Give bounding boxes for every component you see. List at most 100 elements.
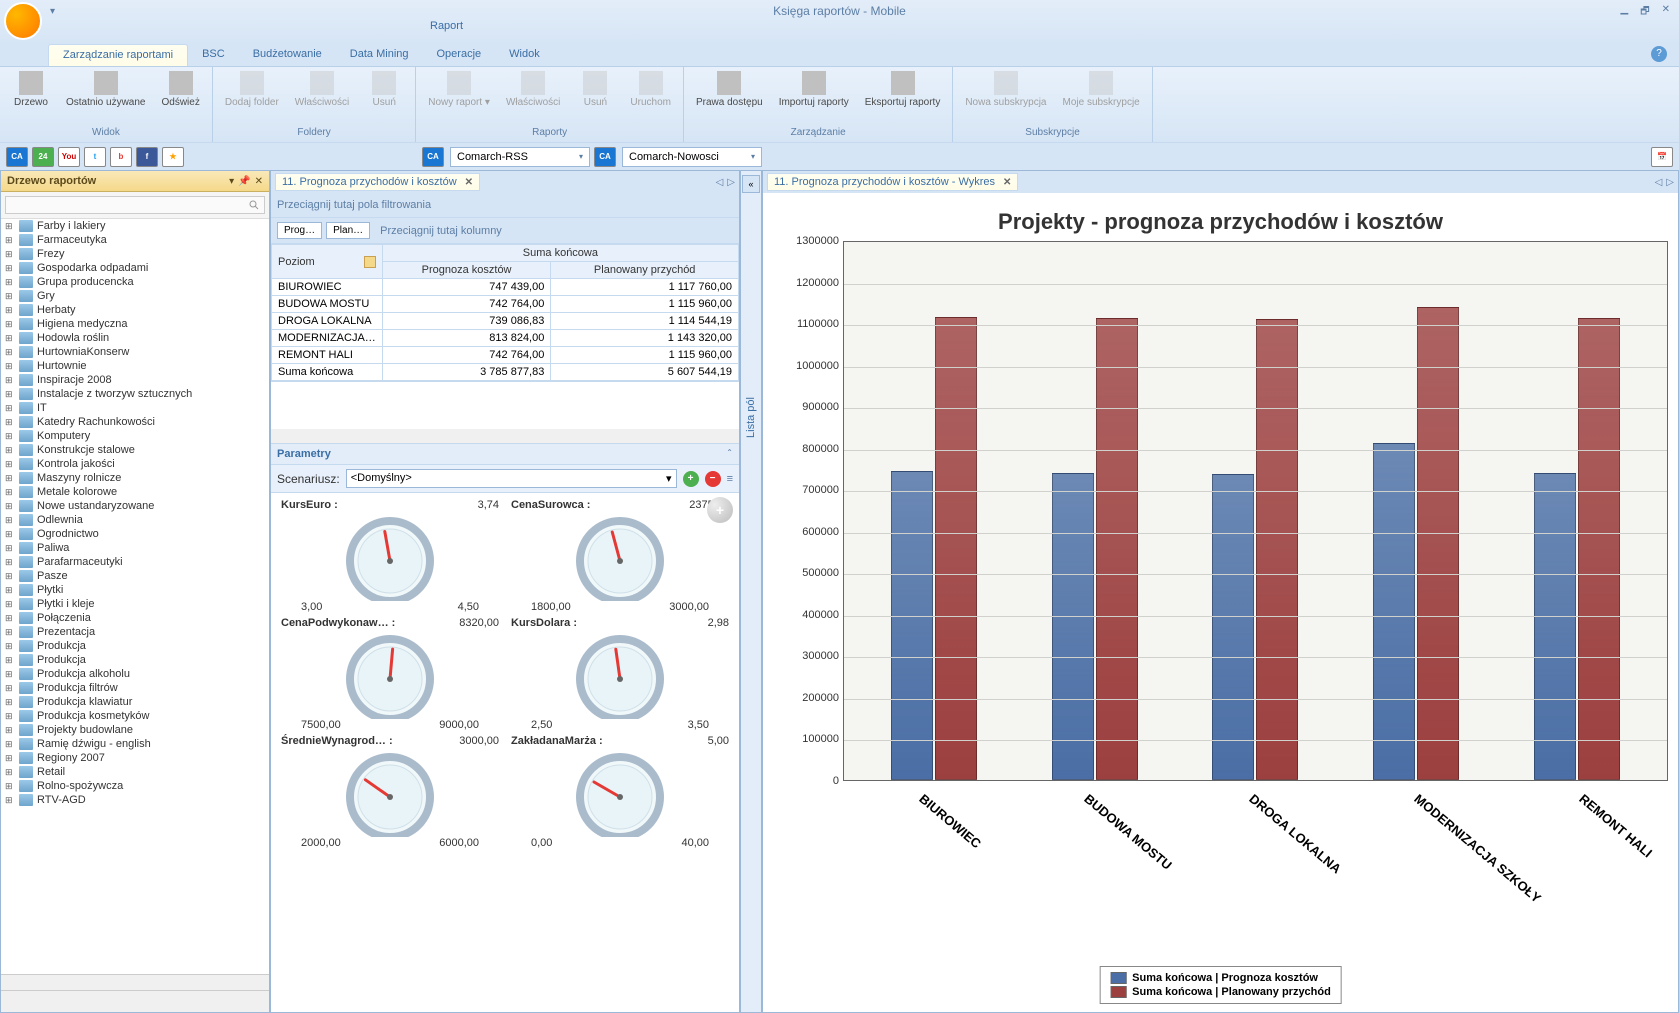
- tree-item[interactable]: ⊞Parafarmaceutyki: [1, 555, 269, 569]
- tree-item[interactable]: ⊞Farmaceutyka: [1, 233, 269, 247]
- tree-item[interactable]: ⊞Gry: [1, 289, 269, 303]
- tree-item[interactable]: ⊞Produkcja alkoholu: [1, 667, 269, 681]
- qa-right-icon[interactable]: 📅: [1651, 147, 1673, 167]
- tree-item[interactable]: ⊞Połączenia: [1, 611, 269, 625]
- tree-item[interactable]: ⊞Ogrodnictwo: [1, 527, 269, 541]
- tree-dropdown-icon[interactable]: ▾: [229, 176, 234, 187]
- ribbon-tab-operacje[interactable]: Operacje: [423, 44, 496, 66]
- tree-item[interactable]: ⊞Paliwa: [1, 541, 269, 555]
- tree-body[interactable]: ⊞Farby i lakiery⊞Farmaceutyka⊞Frezy⊞Gosp…: [1, 219, 269, 974]
- side-label[interactable]: Lista pól: [745, 397, 757, 438]
- tree-item[interactable]: ⊞Płytki i kleje: [1, 597, 269, 611]
- ribbon-tab-zarzadzanie[interactable]: Zarządzanie raportami: [48, 44, 188, 66]
- tree-item[interactable]: ⊞Kontrola jakości: [1, 457, 269, 471]
- ribbon-item[interactable]: Ostatnio używane: [60, 69, 152, 110]
- restore-icon[interactable]: 🗗: [1635, 2, 1654, 23]
- tree-item[interactable]: ⊞HurtowniaKonserw: [1, 345, 269, 359]
- context-tab[interactable]: Raport: [430, 20, 463, 32]
- gauge[interactable]: ŚrednieWynagrod… :3000,002000,006000,00: [275, 733, 505, 851]
- table-row[interactable]: Suma końcowa3 785 877,835 607 544,19: [272, 364, 739, 381]
- scenario-menu-icon[interactable]: ≡: [727, 473, 733, 485]
- tree-item[interactable]: ⊞Produkcja klawiatur: [1, 695, 269, 709]
- combo-news[interactable]: Comarch-Nowosci▾: [622, 147, 762, 167]
- chart-tab-next[interactable]: ▷: [1666, 177, 1674, 188]
- bar[interactable]: [1534, 473, 1576, 780]
- filter-icon[interactable]: [364, 256, 376, 268]
- table-row[interactable]: MODERNIZACJA…813 824,001 143 320,00: [272, 330, 739, 347]
- tree-item[interactable]: ⊞Hurtownie: [1, 359, 269, 373]
- tree-item[interactable]: ⊞Pasze: [1, 569, 269, 583]
- tree-item[interactable]: ⊞IT: [1, 401, 269, 415]
- ribbon-tab-budzetowanie[interactable]: Budżetowanie: [239, 44, 336, 66]
- table-row[interactable]: DROGA LOKALNA739 086,831 114 544,19: [272, 313, 739, 330]
- tree-item[interactable]: ⊞Hodowla roślin: [1, 331, 269, 345]
- tree-item[interactable]: ⊞Komputery: [1, 429, 269, 443]
- tree-item[interactable]: ⊞Farby i lakiery: [1, 219, 269, 233]
- tree-item[interactable]: ⊞Nowe ustandaryzowane: [1, 499, 269, 513]
- qa-star-icon[interactable]: ★: [162, 147, 184, 167]
- chart-tab-prev[interactable]: ◁: [1655, 177, 1663, 188]
- bar[interactable]: [1052, 473, 1094, 780]
- bar[interactable]: [891, 471, 933, 780]
- bar[interactable]: [935, 317, 977, 780]
- scenario-del-button[interactable]: −: [705, 471, 721, 487]
- center-tab-close[interactable]: ✕: [465, 177, 473, 188]
- col-pill-1[interactable]: Prog…: [277, 222, 322, 239]
- tree-close-icon[interactable]: ✕: [255, 176, 263, 187]
- qa-facebook-icon[interactable]: f: [136, 147, 158, 167]
- tree-pin-icon[interactable]: 📌: [238, 176, 250, 187]
- tree-item[interactable]: ⊞Ramię dźwigu - english: [1, 737, 269, 751]
- tree-item[interactable]: ⊞Inspiracje 2008: [1, 373, 269, 387]
- tree-item[interactable]: ⊞Konstrukcje stalowe: [1, 443, 269, 457]
- ribbon-tab-datamining[interactable]: Data Mining: [336, 44, 423, 66]
- tree-item[interactable]: ⊞Produkcja: [1, 653, 269, 667]
- bar[interactable]: [1578, 318, 1620, 780]
- tree-item[interactable]: ⊞Grupa producencka: [1, 275, 269, 289]
- ribbon-item[interactable]: Eksportuj raporty: [859, 69, 947, 110]
- combo-rss[interactable]: Comarch-RSS▾: [450, 147, 590, 167]
- qa-ca-icon[interactable]: CA: [6, 147, 28, 167]
- tree-item[interactable]: ⊞Produkcja kosmetyków: [1, 709, 269, 723]
- qa-youtube-icon[interactable]: You: [58, 147, 80, 167]
- col-pill-2[interactable]: Plan…: [326, 222, 370, 239]
- params-collapse-icon[interactable]: ⌃: [726, 448, 733, 460]
- tab-next-icon[interactable]: ▷: [727, 177, 735, 188]
- ribbon-item[interactable]: Importuj raporty: [773, 69, 855, 110]
- qa-ca3-icon[interactable]: CA: [594, 147, 616, 167]
- tree-item[interactable]: ⊞Retail: [1, 765, 269, 779]
- scenario-add-button[interactable]: +: [683, 471, 699, 487]
- tree-item[interactable]: ⊞Maszyny rolnicze: [1, 471, 269, 485]
- bar[interactable]: [1417, 307, 1459, 780]
- qa-twitter-icon[interactable]: t: [84, 147, 106, 167]
- qa-24-icon[interactable]: 24: [32, 147, 54, 167]
- tree-item[interactable]: ⊞Płytki: [1, 583, 269, 597]
- tree-item[interactable]: ⊞Produkcja filtrów: [1, 681, 269, 695]
- tree-item[interactable]: ⊞Rolno-spożywcza: [1, 779, 269, 793]
- tree-item[interactable]: ⊞Instalacje z tworzyw sztucznych: [1, 387, 269, 401]
- ribbon-item[interactable]: Drzewo: [6, 69, 56, 110]
- collapse-button[interactable]: «: [742, 175, 760, 193]
- filter-hint[interactable]: Przeciągnij tutaj pola filtrowania: [271, 193, 739, 218]
- qa-red-icon[interactable]: b: [110, 147, 132, 167]
- ribbon-item[interactable]: Odśwież: [156, 69, 206, 110]
- tree-item[interactable]: ⊞Prezentacja: [1, 625, 269, 639]
- gauge[interactable]: KursEuro :3,743,004,50: [275, 497, 505, 615]
- tree-search-input[interactable]: [5, 196, 265, 214]
- add-gauge-button[interactable]: +: [707, 497, 733, 523]
- tab-prev-icon[interactable]: ◁: [716, 177, 724, 188]
- gauge[interactable]: CenaPodwykonaw… :8320,007500,009000,00: [275, 615, 505, 733]
- table-row[interactable]: BUDOWA MOSTU742 764,001 115 960,00: [272, 296, 739, 313]
- qa-ca2-icon[interactable]: CA: [422, 147, 444, 167]
- table-row[interactable]: REMONT HALI742 764,001 115 960,00: [272, 347, 739, 364]
- ribbon-item[interactable]: Prawa dostępu: [690, 69, 769, 110]
- gauge[interactable]: KursDolara :2,982,503,50: [505, 615, 735, 733]
- gauge[interactable]: CenaSurowca :2375,001800,003000,00: [505, 497, 735, 615]
- minimize-icon[interactable]: ▁: [1616, 2, 1634, 23]
- chart-tab-close[interactable]: ✕: [1003, 177, 1011, 188]
- close-icon[interactable]: ✕: [1657, 2, 1675, 23]
- params-header[interactable]: Parametry ⌃: [271, 444, 739, 465]
- tree-item[interactable]: ⊞Odlewnia: [1, 513, 269, 527]
- gauge[interactable]: ZakładanaMarża :5,000,0040,00: [505, 733, 735, 851]
- tree-item[interactable]: ⊞Frezy: [1, 247, 269, 261]
- tree-item[interactable]: ⊞Produkcja: [1, 639, 269, 653]
